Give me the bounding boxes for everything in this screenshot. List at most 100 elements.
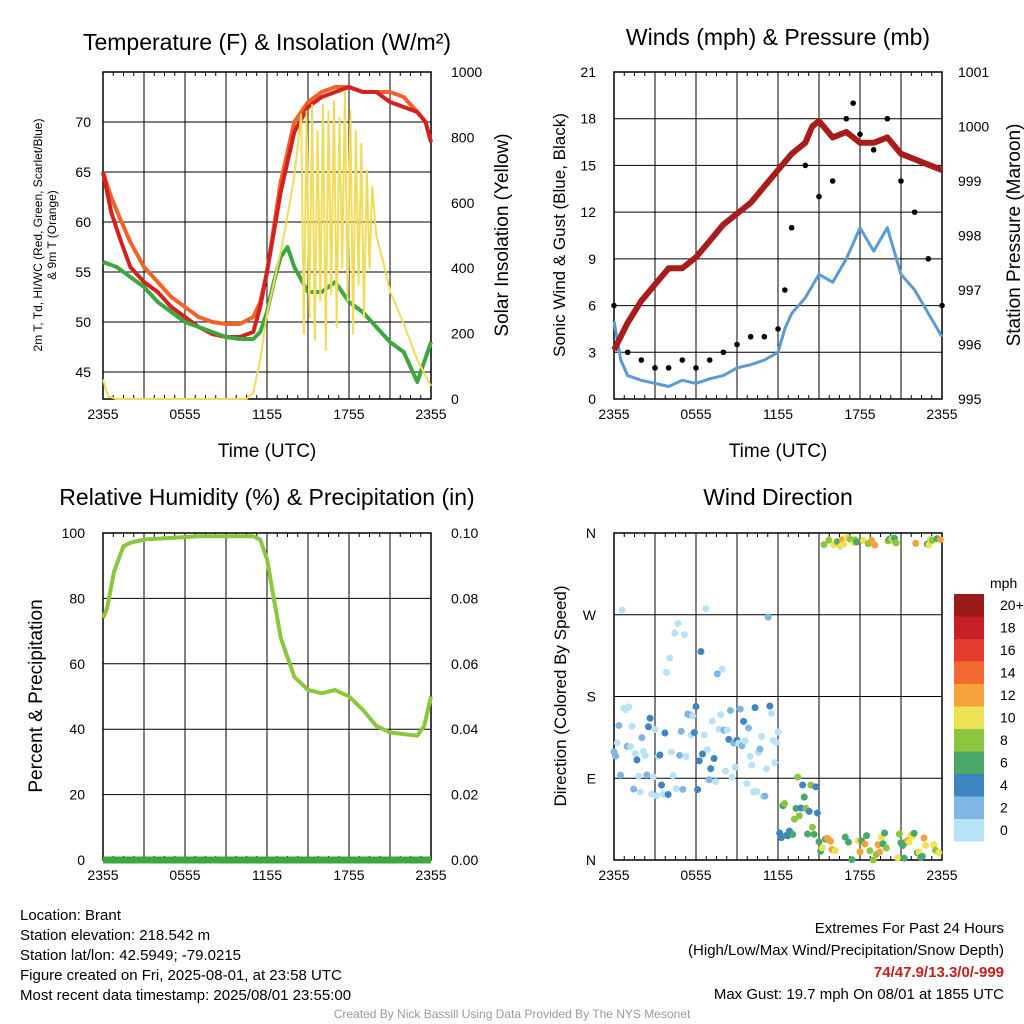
colorbar-swatch: [954, 706, 984, 729]
wdir-point: [638, 734, 646, 742]
gust-point: [775, 326, 781, 332]
wdir-point: [731, 763, 739, 771]
wdir-point: [848, 856, 856, 864]
gust-point: [761, 333, 768, 340]
wdir-point: [740, 717, 748, 725]
wdir-point: [881, 829, 889, 837]
rh-y-tick-label: 60: [69, 656, 85, 672]
wdir-point: [630, 785, 638, 793]
temp-y-tick-label: 65: [75, 164, 91, 180]
gust-point: [884, 115, 891, 122]
temp-series-line: [101, 85, 433, 339]
wdir-point: [689, 712, 697, 720]
temp-panel: Temperature (F) & Insolation (W/m²) 45 50 5…: [31, 29, 513, 462]
wdir-point: [810, 830, 818, 838]
wdir-point: [644, 723, 652, 731]
gust-point: [788, 224, 795, 231]
wdir-point: [712, 778, 720, 786]
colorbar-swatch: [954, 819, 984, 842]
colorbar-label: 4: [1000, 777, 1008, 793]
temp-y-tick-label: 50: [75, 314, 91, 330]
wdir-point: [748, 761, 756, 769]
gust-point: [693, 365, 699, 371]
wdir-point: [805, 807, 813, 815]
wdir-point: [767, 709, 775, 717]
wdir-y-tick-label: W: [583, 607, 597, 623]
wdir-point: [690, 729, 698, 737]
wdir-point: [922, 841, 930, 849]
rh-panel: Relative Humidity (%) & Precipitation (i…: [26, 484, 478, 883]
wdir-point: [613, 739, 621, 747]
wdir-point: [702, 605, 710, 613]
rh-y2-tick-label: 0.04: [451, 721, 478, 737]
wdir-x-tick-label: 1755: [844, 867, 875, 883]
gust-point: [652, 365, 658, 371]
wdir-point: [771, 759, 779, 767]
colorbar-label: 0: [1000, 822, 1008, 838]
wdir-point: [615, 721, 623, 729]
wdir-point: [646, 714, 654, 722]
gust-point: [665, 365, 672, 371]
gust-point: [843, 115, 850, 122]
wdir-point: [756, 745, 764, 753]
temp-y2-tick-label: 0: [451, 391, 459, 407]
wdir-point: [726, 706, 734, 714]
winds-y-tick-label: 21: [580, 64, 596, 80]
colorbar-swatch: [954, 684, 984, 707]
wdir-y-tick-label: N: [586, 852, 596, 868]
pressure-line: [611, 118, 944, 352]
wdir-point: [800, 793, 808, 801]
wdir-point: [758, 732, 766, 740]
winds-y-tick-label: 3: [588, 344, 596, 360]
winds-y2-tick-label: 1000: [958, 119, 989, 135]
temp-x-label: Time (UTC): [218, 441, 317, 462]
wdir-point: [682, 752, 690, 760]
wind-line: [612, 226, 944, 388]
winds-y2-tick-label: 1001: [958, 64, 989, 80]
colorbar-label: 16: [1000, 642, 1016, 658]
temp-y2-tick-label: 1000: [451, 64, 482, 80]
wdir-point: [845, 838, 853, 846]
wdir-point: [918, 852, 926, 860]
colorbar-label: 10: [1000, 710, 1016, 726]
gust-point: [816, 193, 822, 200]
wdir-point: [718, 665, 726, 673]
wdir-point: [725, 735, 733, 743]
gust-point: [720, 349, 727, 356]
temp-y-tick-label: 70: [75, 114, 91, 130]
rh-y-tick-label: 0: [77, 852, 85, 868]
wdir-point: [825, 536, 833, 544]
wdir-point: [662, 668, 670, 676]
rh-y-label: Percent & Precipitation: [26, 599, 47, 792]
gust-point: [611, 302, 617, 309]
winds-x-label: Time (UTC): [729, 441, 828, 462]
winds-y-tick-label: 9: [588, 251, 596, 267]
temp-series-line: [102, 90, 432, 400]
wdir-point: [625, 703, 633, 711]
elevation-text: Station elevation: 218.542 m: [20, 927, 211, 944]
winds-y-label: Sonic Wind & Gust (Blue, Black): [550, 113, 569, 357]
wdir-point: [882, 844, 890, 852]
wdir-point: [669, 771, 677, 779]
winds-x-tick-label: 2355: [598, 406, 629, 422]
wdir-point: [681, 631, 689, 639]
wdir-point: [774, 728, 782, 736]
wdir-point: [612, 752, 620, 760]
extremes-title: Extremes For Past 24 Hours: [814, 920, 1004, 937]
wdir-point: [661, 729, 669, 737]
colorbar-swatch: [954, 751, 984, 774]
rh-x-tick-label: 1755: [333, 867, 364, 883]
wdir-point: [815, 838, 823, 846]
colorbar-swatch: [954, 796, 984, 819]
temp-x-tick-label: 2355: [415, 406, 446, 422]
temp-y-tick-label: 60: [75, 214, 91, 230]
colorbar-swatch: [954, 729, 984, 752]
winds-title: Winds (mph) & Pressure (mb): [626, 24, 930, 50]
rh-y2-tick-label: 0.00: [451, 852, 478, 868]
gust-point: [870, 147, 877, 153]
temp-y-tick-label: 55: [75, 264, 91, 280]
gust-point: [925, 256, 932, 262]
wdir-point: [818, 844, 826, 852]
